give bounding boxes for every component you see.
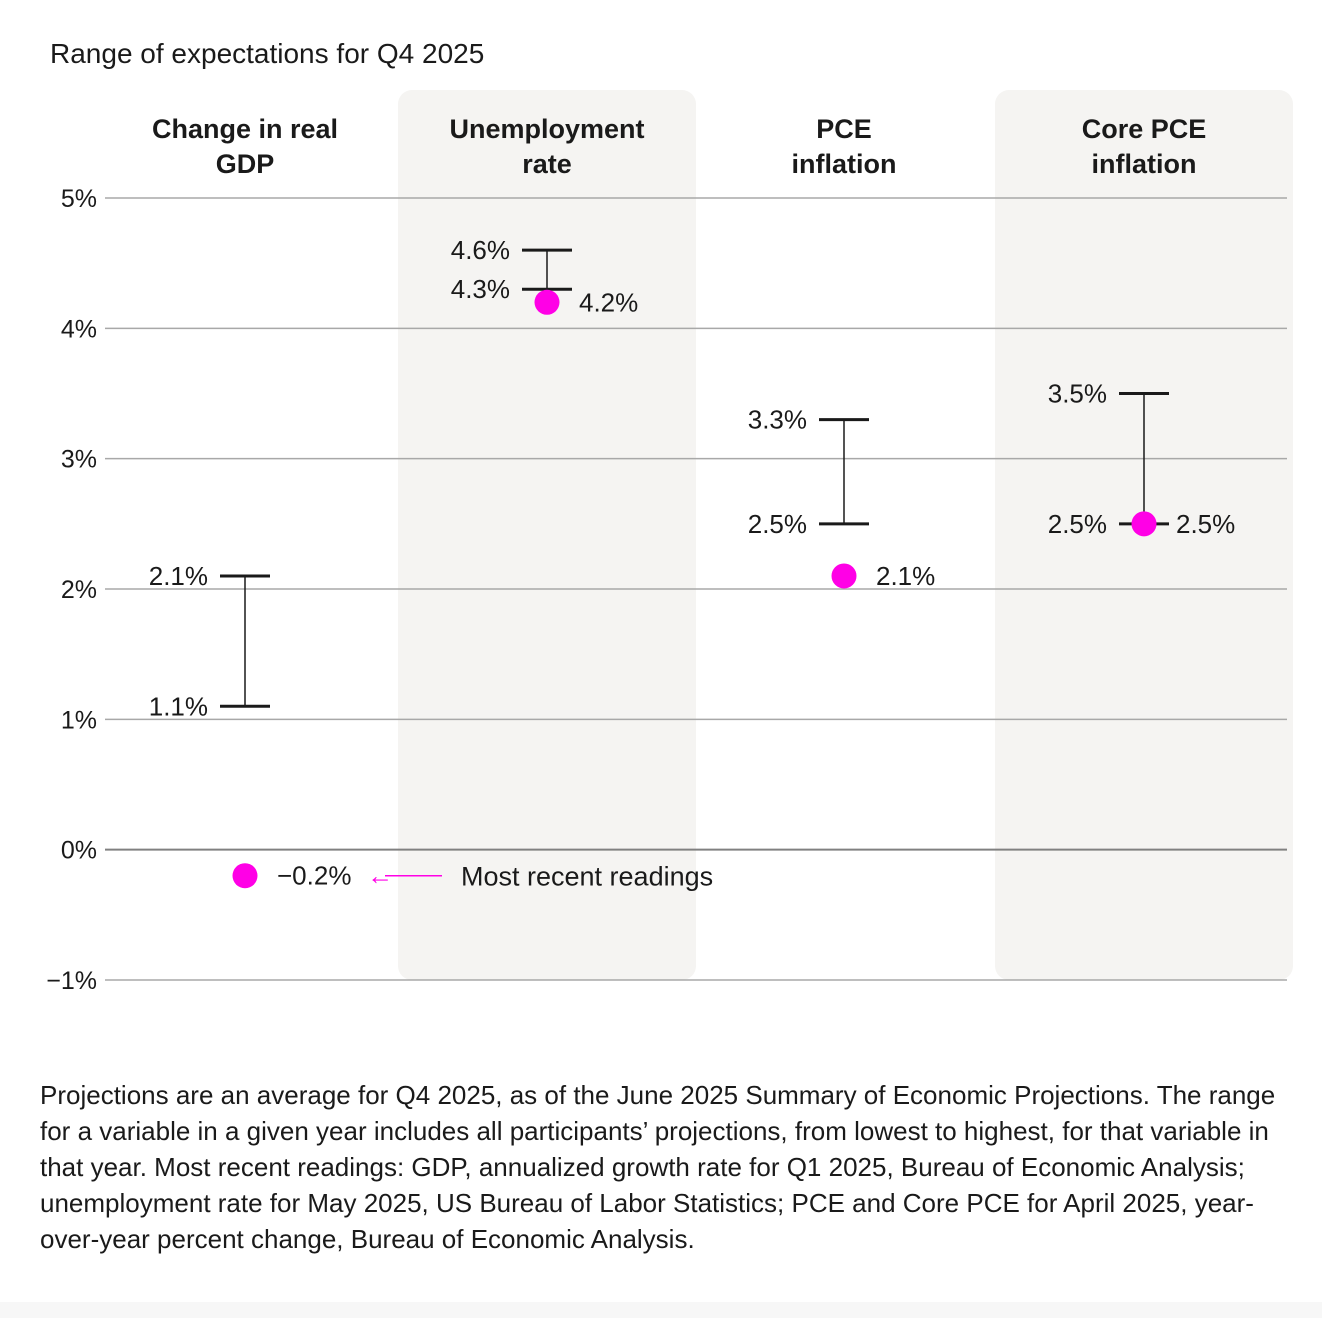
category-header: rate	[522, 149, 572, 179]
y-tick-label: 2%	[61, 576, 97, 604]
recent-reading-label: −0.2%	[277, 861, 351, 891]
y-tick-label: 0%	[61, 837, 97, 865]
range-high-label: 3.5%	[1048, 379, 1107, 409]
range-low-label: 2.5%	[748, 509, 807, 539]
range-low-label: 4.3%	[451, 274, 510, 304]
category-header: Unemployment	[449, 114, 644, 144]
category-header: inflation	[1092, 149, 1197, 179]
y-tick-label: 4%	[61, 315, 97, 343]
y-tick-label: 1%	[61, 706, 97, 734]
recent-reading-dot	[831, 563, 857, 589]
recent-reading-label: 4.2%	[579, 287, 638, 317]
range-high-label: 4.6%	[451, 235, 510, 265]
range-high-label: 2.1%	[149, 561, 208, 591]
category-header: GDP	[216, 149, 275, 179]
range-high-label: 3.3%	[748, 405, 807, 435]
annotation-text: Most recent readings	[461, 862, 713, 892]
category-header: Core PCE	[1082, 114, 1207, 144]
recent-reading-label: 2.1%	[876, 561, 935, 591]
recent-reading-dot	[534, 289, 560, 315]
range-chart: 5% 4% 3% 2% 1% 0% −1% Change in real GDP Unemplo…	[46, 90, 1293, 995]
recent-reading-dot	[1131, 511, 1157, 537]
recent-reading-label: 2.5%	[1176, 509, 1235, 539]
y-tick-label: −1%	[46, 967, 97, 995]
recent-reading-dot	[232, 863, 258, 889]
category-header: Change in real	[152, 114, 338, 144]
category-header: PCE	[816, 114, 872, 144]
category-header: inflation	[792, 149, 897, 179]
y-tick-label: 5%	[61, 185, 97, 213]
chart-title: Range of expectations for Q4 2025	[50, 38, 485, 69]
range-low-label: 2.5%	[1048, 509, 1107, 539]
y-tick-label: 3%	[61, 446, 97, 474]
column-shade	[398, 90, 696, 980]
bottom-band	[0, 1302, 1322, 1318]
footnote: Projections are an average for Q4 2025, …	[40, 1080, 1276, 1254]
range-low-label: 1.1%	[149, 691, 208, 721]
